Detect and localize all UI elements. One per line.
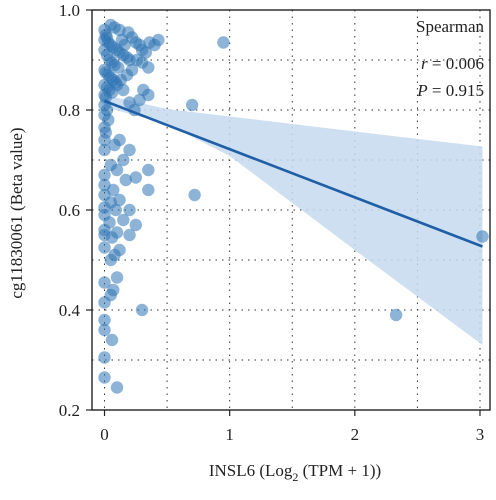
confidence-band-layer [104,95,483,345]
regression-line [104,99,483,248]
y-tick-label: 1.0 [59,1,80,20]
data-point [105,333,119,347]
stats-annotation: Spearman r = 0.006 P = 0.915 [416,17,484,100]
data-point [123,203,136,217]
data-point [98,143,111,157]
y-tick-label: 0.6 [59,201,80,220]
data-point [129,218,143,232]
x-tick-label: 3 [476,425,485,444]
data-point [117,153,130,167]
data-points [98,18,489,394]
data-point [142,163,155,177]
y-tick-label: 0.2 [59,401,80,420]
data-point [98,313,111,327]
data-point [98,241,111,254]
axis-ticks: 0 1 2 3 0.2 0.4 0.6 0.8 1.0 [59,1,484,444]
data-point [104,253,117,267]
data-point [139,46,153,59]
spearman-title: Spearman [416,17,484,36]
data-point [476,230,489,243]
data-point [105,231,119,244]
data-point [185,98,199,112]
x-axis-title: INSL6 (Log2 (TPM + 1)) [209,461,381,484]
data-point [113,23,126,37]
data-point [98,371,111,384]
y-tick-label: 0.4 [59,301,81,320]
data-point [142,183,155,197]
x-tick-label: 2 [351,425,360,444]
data-point [389,308,403,322]
x-tick-label: 0 [100,425,109,444]
r-statistic: r = 0.006 [421,54,484,73]
data-point [110,271,124,284]
regression-line-layer [104,99,483,248]
data-point [98,296,111,309]
data-point [117,213,130,227]
data-point [98,276,111,289]
data-point [110,163,124,177]
data-point [135,303,149,317]
data-point [98,351,111,364]
data-point [117,83,130,97]
x-tick-label: 1 [225,425,234,444]
p-statistic: P = 0.915 [416,81,484,100]
data-point [112,61,125,74]
data-point [129,171,143,184]
data-point [142,61,155,74]
data-point [98,133,111,147]
data-point [110,381,124,394]
data-point [119,173,132,187]
confidence-band [104,95,483,345]
data-point [123,228,136,242]
y-axis-title: cg11830061 (Beta value) [7,127,26,298]
data-point [152,33,165,47]
data-point [123,143,136,157]
data-point [108,138,121,152]
data-point [188,188,201,202]
data-point [118,38,131,52]
data-point [98,323,111,337]
y-tick-label: 0.8 [59,101,80,120]
data-point [109,203,122,217]
data-point [98,168,111,182]
data-point [217,36,230,49]
data-point [133,93,146,107]
